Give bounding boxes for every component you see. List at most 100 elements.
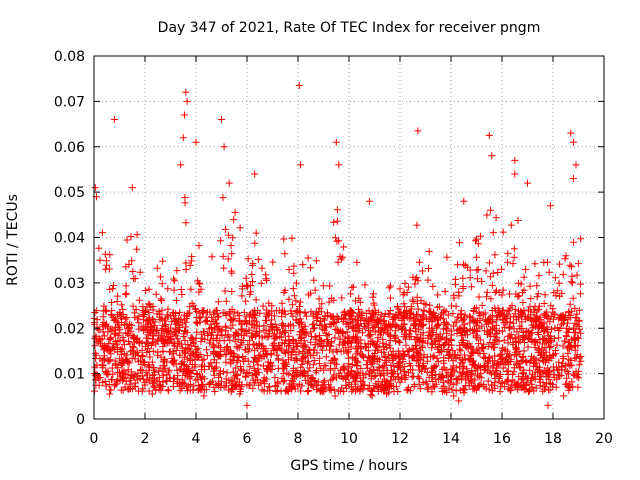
data-point-marker xyxy=(488,152,496,160)
data-point-marker xyxy=(129,302,137,310)
data-point-marker xyxy=(205,380,213,388)
data-point-marker xyxy=(488,319,496,327)
data-point-marker xyxy=(158,280,166,288)
data-point-marker xyxy=(550,374,558,382)
data-point-marker xyxy=(327,321,335,329)
data-point-marker xyxy=(242,297,250,305)
data-point-marker xyxy=(540,259,548,266)
data-point-marker xyxy=(153,264,161,272)
data-point-marker xyxy=(290,269,298,277)
data-point-marker xyxy=(186,303,194,311)
data-point-marker xyxy=(469,360,477,368)
data-point-marker xyxy=(376,364,384,372)
data-point-marker xyxy=(512,352,520,360)
data-point-marker xyxy=(401,303,409,311)
data-point-marker xyxy=(229,380,237,388)
data-point-marker xyxy=(358,378,366,386)
data-point-marker xyxy=(354,321,362,329)
data-point-marker xyxy=(195,353,203,360)
data-point-marker xyxy=(369,316,377,324)
data-point-marker xyxy=(329,348,337,356)
data-point-marker xyxy=(228,316,236,324)
data-point-marker xyxy=(251,367,259,375)
data-point-marker xyxy=(257,279,265,287)
data-point-marker xyxy=(312,310,320,318)
data-point-marker xyxy=(527,295,535,302)
data-point-marker xyxy=(490,344,498,352)
data-point-marker xyxy=(246,345,253,353)
data-point-marker xyxy=(518,384,526,392)
data-point-marker xyxy=(271,320,279,328)
data-point-marker xyxy=(183,315,190,323)
data-point-marker xyxy=(459,283,467,290)
data-point-marker xyxy=(422,301,430,308)
data-point-marker xyxy=(234,330,242,338)
data-point-marker xyxy=(100,354,108,362)
data-point-marker xyxy=(242,372,250,380)
data-point-marker xyxy=(141,326,149,334)
data-point-marker xyxy=(252,318,260,326)
data-point-marker xyxy=(404,283,412,291)
data-point-marker xyxy=(336,335,344,343)
data-point-marker xyxy=(282,358,290,366)
data-point-marker xyxy=(414,373,422,381)
data-point-marker xyxy=(576,354,584,362)
data-point-marker xyxy=(370,290,377,298)
data-point-marker xyxy=(281,387,289,395)
data-point-marker xyxy=(483,320,491,328)
data-point-marker xyxy=(321,377,329,385)
data-point-marker xyxy=(482,384,490,392)
data-point-marker xyxy=(128,257,136,265)
data-point-marker xyxy=(167,324,174,332)
data-point-marker xyxy=(238,383,246,391)
data-point-marker xyxy=(481,309,489,317)
data-point-marker xyxy=(499,286,507,294)
data-point-marker xyxy=(176,308,184,316)
data-point-marker xyxy=(236,224,244,232)
data-point-marker xyxy=(299,370,307,377)
data-point-marker xyxy=(173,335,181,343)
data-point-marker xyxy=(149,338,157,346)
data-point-marker xyxy=(159,321,166,329)
data-point-marker xyxy=(435,320,443,328)
data-point-marker xyxy=(498,265,505,273)
y-tick-label: 0.04 xyxy=(54,231,85,247)
data-point-marker xyxy=(536,382,544,390)
data-point-marker xyxy=(415,258,423,266)
data-point-marker xyxy=(214,313,222,321)
data-point-marker xyxy=(450,367,458,375)
data-point-marker xyxy=(393,322,401,330)
data-point-marker xyxy=(193,328,201,336)
data-point-marker xyxy=(98,229,106,237)
data-point-marker xyxy=(491,357,499,365)
data-point-marker xyxy=(212,363,220,371)
data-point-marker xyxy=(520,273,528,281)
data-point-marker xyxy=(146,301,154,309)
data-point-marker xyxy=(489,339,497,347)
data-point-marker xyxy=(432,331,440,339)
data-point-marker xyxy=(532,384,540,392)
data-point-marker xyxy=(342,381,350,389)
data-point-marker xyxy=(123,314,131,321)
data-point-marker xyxy=(498,316,506,324)
data-point-marker xyxy=(475,340,483,348)
data-point-marker xyxy=(520,347,528,355)
data-point-marker xyxy=(523,374,531,382)
data-point-marker xyxy=(119,373,127,381)
data-point-marker xyxy=(555,358,563,366)
data-point-marker xyxy=(157,295,165,303)
data-point-marker xyxy=(442,307,450,315)
data-point-marker xyxy=(356,298,364,306)
data-point-marker xyxy=(474,383,482,391)
data-point-marker xyxy=(407,303,415,311)
data-point-marker xyxy=(278,306,286,314)
data-point-marker xyxy=(448,386,456,394)
data-point-marker xyxy=(425,265,432,272)
data-point-marker xyxy=(198,366,205,374)
x-tick-label: 0 xyxy=(90,431,99,447)
data-point-marker xyxy=(575,374,583,382)
data-point-marker xyxy=(172,317,180,325)
data-point-marker xyxy=(317,343,325,350)
data-point-marker xyxy=(449,347,457,355)
